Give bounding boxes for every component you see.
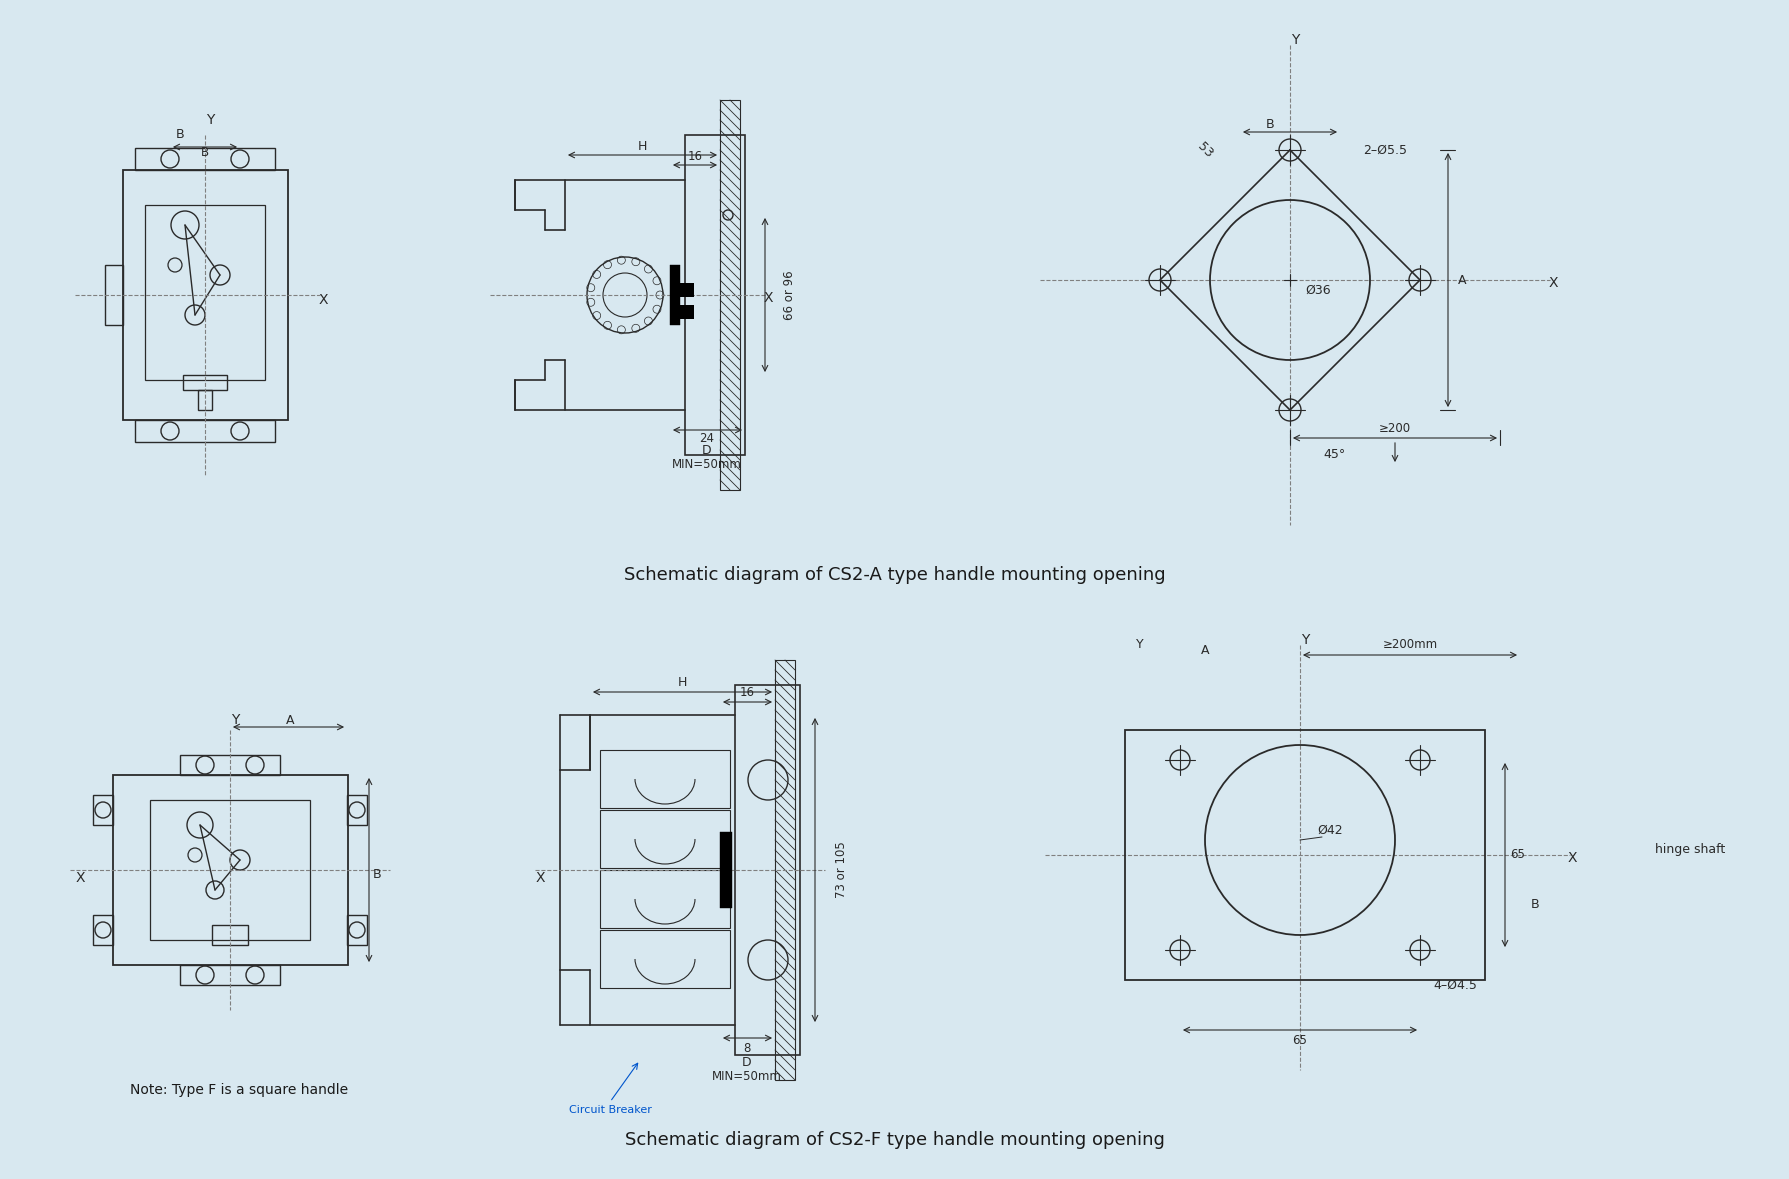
Bar [347,795,367,825]
Bar [599,870,730,928]
Bar [347,915,367,946]
Bar [680,305,694,320]
Bar [719,832,732,908]
Bar [134,420,276,442]
Text: Ø42: Ø42 [1317,823,1342,836]
Text: Y: Y [1290,33,1299,47]
Text: 24: 24 [699,432,714,444]
Bar [719,100,739,490]
Text: 16: 16 [739,686,755,699]
Text: 16: 16 [687,151,701,164]
Text: H: H [676,677,687,690]
Bar [181,964,279,984]
Text: B: B [1530,898,1539,911]
Bar [93,915,113,946]
Text: B: B [200,146,209,159]
Bar [680,283,694,297]
Text: 4–Ø4.5: 4–Ø4.5 [1433,979,1476,992]
Text: B: B [175,129,184,141]
Text: Ø36: Ø36 [1304,283,1329,296]
Bar [182,375,227,390]
Text: D: D [701,443,712,456]
Text: B: B [1265,119,1274,132]
Bar [685,136,744,455]
Bar [1123,730,1485,980]
Text: Schematic diagram of CS2-F type handle mounting opening: Schematic diagram of CS2-F type handle m… [624,1131,1165,1150]
Text: Y: Y [231,713,240,727]
Bar [145,205,265,380]
Text: 2–Ø5.5: 2–Ø5.5 [1361,144,1406,157]
Bar [93,795,113,825]
Text: X: X [75,871,84,885]
Bar [106,265,123,325]
Text: Schematic diagram of CS2-A type handle mounting opening: Schematic diagram of CS2-A type handle m… [624,566,1165,584]
Text: 73 or 105: 73 or 105 [835,842,848,898]
Bar [199,390,211,410]
Bar [735,685,800,1055]
Bar [669,265,680,325]
Text: A: A [1456,274,1465,286]
Text: ≥200mm: ≥200mm [1381,639,1437,652]
Bar [30,610,1759,1155]
Text: B: B [372,869,381,882]
Bar [599,810,730,868]
Bar [599,930,730,988]
Text: X: X [535,871,544,885]
Text: X: X [1567,851,1576,865]
Text: MIN=50mm: MIN=50mm [671,459,741,472]
Bar [30,29,1759,600]
Text: 8: 8 [742,1041,750,1054]
Bar [181,755,279,775]
Text: Y: Y [206,113,215,127]
Text: X: X [1547,276,1556,290]
Text: 53: 53 [1193,140,1215,160]
Text: X: X [318,294,327,307]
Text: 65: 65 [1510,849,1524,862]
Text: 66 or 96: 66 or 96 [784,270,796,320]
Text: hinge shaft: hinge shaft [1655,843,1725,856]
Text: 65: 65 [1292,1034,1306,1047]
Text: X: X [762,291,773,305]
Bar [150,801,309,940]
Text: ≥200: ≥200 [1378,422,1410,435]
Text: D: D [742,1055,751,1068]
Text: 45°: 45° [1324,448,1345,461]
Bar [123,170,288,420]
Text: Note: Type F is a square handle: Note: Type F is a square handle [131,1084,347,1096]
Text: Circuit Breaker: Circuit Breaker [569,1105,651,1115]
Text: Y: Y [1301,633,1308,647]
Bar [599,750,730,808]
Bar [211,926,249,946]
Text: A: A [1200,644,1209,657]
Bar [134,149,276,170]
Text: Y: Y [1136,639,1143,652]
Text: A: A [286,713,293,726]
Text: MIN=50mm: MIN=50mm [712,1071,782,1084]
Bar [113,775,347,964]
Bar [775,660,794,1080]
Text: H: H [637,140,646,153]
